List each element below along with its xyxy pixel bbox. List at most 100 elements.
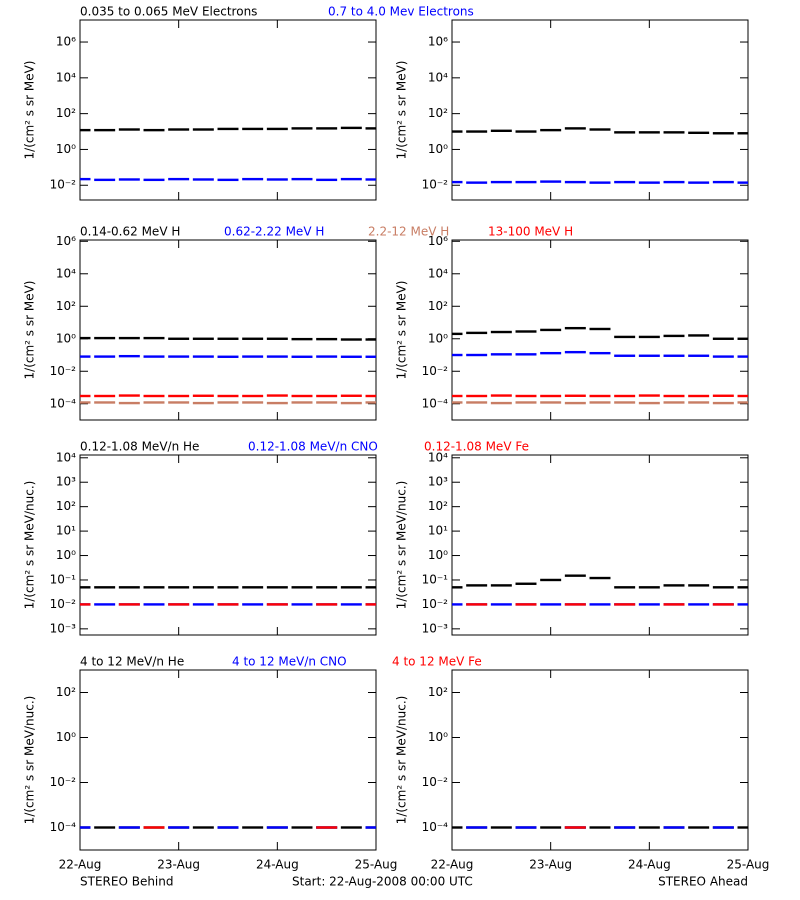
data-point <box>540 603 562 606</box>
plot-frame <box>79 669 377 851</box>
y-tick-label: 10⁰ <box>56 730 76 744</box>
data-point <box>118 394 140 397</box>
data-point <box>663 394 685 398</box>
data-point <box>80 603 91 606</box>
data-point <box>143 355 165 358</box>
data-point <box>192 355 214 358</box>
y-tick-label: 10¹ <box>56 524 76 538</box>
data-point <box>94 394 116 398</box>
data-point <box>614 401 636 404</box>
y-tick-label: 10⁴ <box>56 70 76 84</box>
data-point <box>564 326 586 330</box>
legend-entry: 0.035 to 0.065 MeV Electrons <box>80 5 257 19</box>
y-axis-label: 1/(cm² s sr MeV/nuc.) <box>395 696 409 825</box>
data-point <box>217 401 239 404</box>
data-point <box>452 603 463 606</box>
legend-entry: 0.12-1.08 MeV Fe <box>424 440 529 454</box>
plot-frame <box>451 454 749 636</box>
data-point <box>365 603 376 606</box>
data-point <box>490 353 512 356</box>
data-point <box>340 355 362 358</box>
data-point <box>466 394 488 398</box>
data-point <box>466 181 488 184</box>
data-point <box>663 131 685 134</box>
data-point <box>94 355 116 358</box>
data-point <box>118 128 140 131</box>
data-point <box>638 131 660 134</box>
data-point <box>242 337 264 340</box>
data-point <box>540 578 562 582</box>
data-point <box>192 603 214 606</box>
data-point <box>80 826 91 829</box>
data-point <box>316 603 338 606</box>
data-point <box>614 180 636 184</box>
data-point <box>80 177 91 181</box>
y-tick-label: 10² <box>56 106 76 120</box>
data-point <box>564 394 586 397</box>
data-point <box>291 127 313 130</box>
data-point <box>94 826 116 829</box>
data-point <box>168 586 190 589</box>
data-point <box>80 394 91 398</box>
data-point <box>688 603 710 606</box>
data-point <box>540 128 562 132</box>
x-tick-label: 24-Aug <box>256 858 299 872</box>
data-point <box>168 826 190 829</box>
data-point <box>638 335 660 339</box>
y-tick-label: 10² <box>428 106 448 120</box>
data-point <box>80 355 91 358</box>
data-point <box>564 826 586 829</box>
data-point <box>316 401 338 404</box>
data-point <box>340 126 362 130</box>
plot-frame <box>79 239 377 421</box>
data-point <box>168 394 190 398</box>
y-tick-label: 10⁰ <box>428 142 448 156</box>
data-point <box>217 127 239 131</box>
data-point <box>737 394 748 398</box>
data-point <box>638 826 660 829</box>
data-point <box>515 394 537 398</box>
data-point <box>118 336 140 340</box>
plot-frame <box>451 239 749 421</box>
data-point <box>94 401 116 404</box>
data-point <box>192 178 214 181</box>
data-point <box>94 128 116 132</box>
data-point <box>80 586 91 589</box>
data-point <box>94 603 116 606</box>
data-point <box>316 586 338 589</box>
y-tick-label: 10⁻² <box>422 775 449 789</box>
data-point <box>663 180 685 184</box>
data-point <box>490 401 512 405</box>
data-point <box>638 354 660 357</box>
data-point <box>80 128 91 132</box>
data-point <box>515 180 537 184</box>
data-point <box>365 394 376 398</box>
y-tick-label: 10⁻² <box>50 597 77 611</box>
data-point <box>540 401 562 404</box>
data-point <box>515 353 537 356</box>
data-point <box>712 394 734 397</box>
data-point <box>217 826 239 829</box>
y-axis-label: 1/(cm² s sr MeV) <box>23 61 37 160</box>
x-tick-label: 23-Aug <box>157 858 200 872</box>
data-point <box>490 584 512 587</box>
data-point <box>564 127 586 130</box>
legend-entry: 0.14-0.62 MeV H <box>80 225 180 239</box>
data-point <box>118 586 140 589</box>
data-point <box>737 826 748 829</box>
data-point <box>217 337 239 340</box>
data-point <box>291 603 313 606</box>
data-point <box>340 603 362 606</box>
data-point <box>80 336 91 340</box>
data-point <box>452 332 463 336</box>
data-point <box>291 177 313 181</box>
data-point <box>316 127 338 130</box>
data-point <box>168 128 190 131</box>
y-tick-label: 10⁰ <box>56 142 76 156</box>
data-point <box>688 334 710 337</box>
data-point <box>490 394 512 397</box>
legend-entry: 4 to 12 MeV/n CNO <box>232 655 347 669</box>
data-point <box>316 337 338 341</box>
data-point <box>291 401 313 404</box>
